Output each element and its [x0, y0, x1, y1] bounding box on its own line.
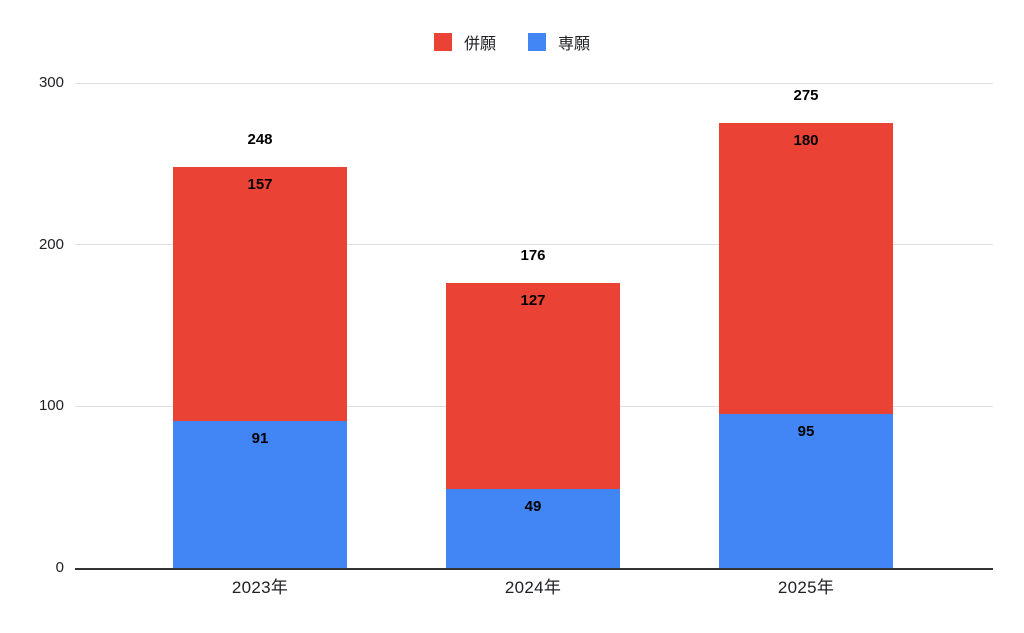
- segment-value-label: 49: [524, 497, 542, 515]
- bar-segment-併願: 180: [719, 123, 893, 415]
- x-axis-label: 2024年: [504, 578, 562, 597]
- bar-total-label: 176: [520, 247, 546, 265]
- segment-value-label: 127: [520, 292, 546, 310]
- y-tick-label: 200: [38, 235, 64, 253]
- bar-total-label: 248: [247, 131, 273, 149]
- legend-item-sengan: 専願: [528, 30, 590, 54]
- segment-value-label: 91: [251, 429, 269, 447]
- segment-value-label: 95: [797, 423, 815, 441]
- y-tick-label: 300: [38, 74, 64, 91]
- legend-item-label: 専願: [558, 36, 591, 53]
- gridline: [75, 244, 993, 246]
- segment-value-label: 180: [793, 132, 819, 150]
- gridline: [75, 82, 993, 84]
- x-axis-baseline: [75, 568, 993, 570]
- legend-item-heigan: 併願: [433, 30, 496, 54]
- sengan-legend-swatch-icon: [528, 33, 546, 51]
- y-tick-label: 0: [55, 559, 64, 576]
- segment-value-label: 157: [247, 176, 273, 194]
- y-tick-label: 100: [38, 397, 64, 415]
- bar-segment-併願: 127: [446, 283, 620, 489]
- bar-segment-専願: 91: [173, 420, 347, 568]
- bar-segment-併願: 157: [173, 167, 347, 421]
- chart-legend: 併願 専願: [0, 30, 1024, 54]
- bar-total-label: 275: [793, 87, 819, 105]
- bar-segment-専願: 95: [719, 414, 893, 568]
- x-axis-label: 2025年: [777, 578, 835, 597]
- legend-item-label: 併願: [463, 36, 496, 53]
- bar-segment-専願: 49: [446, 488, 620, 568]
- x-axis-label: 2023年: [231, 578, 289, 597]
- heigan-legend-swatch-icon: [433, 33, 452, 51]
